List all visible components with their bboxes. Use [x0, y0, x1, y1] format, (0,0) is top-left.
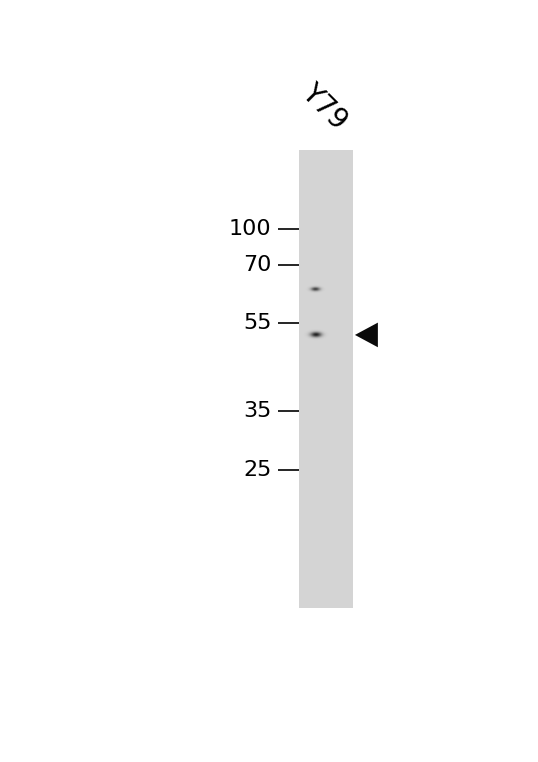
Text: 100: 100 — [229, 219, 272, 239]
Polygon shape — [355, 322, 378, 347]
Text: 70: 70 — [243, 255, 272, 274]
Bar — [299, 150, 353, 608]
Text: 35: 35 — [243, 402, 272, 421]
Text: 55: 55 — [243, 313, 272, 333]
Text: 25: 25 — [243, 460, 272, 480]
Text: Y79: Y79 — [296, 78, 353, 136]
